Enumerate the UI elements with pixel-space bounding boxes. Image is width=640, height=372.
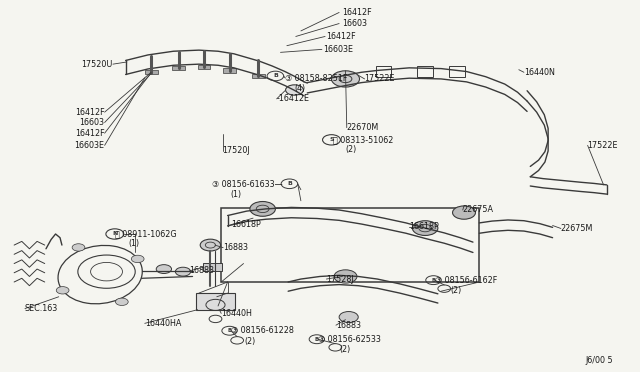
Text: 16883: 16883 [223, 243, 248, 252]
Circle shape [339, 311, 358, 323]
Text: (4): (4) [294, 84, 306, 93]
Text: ③ 08156-62533: ③ 08156-62533 [318, 335, 381, 344]
Text: (2): (2) [339, 345, 350, 354]
Bar [221, 208, 479, 282]
Text: ③ 08156-61228: ③ 08156-61228 [231, 326, 294, 335]
Text: B: B [315, 337, 319, 342]
Text: 16412F: 16412F [326, 32, 356, 41]
Circle shape [334, 270, 357, 283]
Text: ③ 08156-61633—: ③ 08156-61633— [212, 180, 282, 189]
Text: 17520J: 17520J [223, 147, 250, 155]
Text: 16440H: 16440H [221, 309, 252, 318]
Bar [145, 70, 157, 74]
Text: B: B [227, 328, 232, 333]
Text: 17522E: 17522E [588, 141, 618, 150]
Bar [252, 74, 264, 78]
Text: N: N [112, 231, 118, 237]
Text: 22670M: 22670M [347, 123, 379, 132]
Text: J6/00 5: J6/00 5 [586, 356, 613, 365]
Circle shape [200, 239, 221, 251]
Text: Ⓝ 08911-1062G: Ⓝ 08911-1062G [115, 230, 177, 238]
Text: 16883: 16883 [336, 321, 361, 330]
Text: (1): (1) [129, 240, 140, 248]
Bar [417, 65, 433, 77]
Text: 16412F: 16412F [342, 8, 372, 17]
Bar [223, 68, 236, 73]
Text: 16603E: 16603E [75, 141, 104, 150]
Bar [196, 293, 235, 310]
Text: 16618P: 16618P [231, 220, 260, 229]
Text: B: B [431, 278, 436, 283]
Circle shape [452, 206, 476, 219]
Text: 16603: 16603 [342, 19, 367, 28]
Bar [172, 65, 185, 70]
Text: 16883: 16883 [189, 266, 214, 275]
Text: 16603E: 16603E [323, 45, 353, 54]
Circle shape [115, 298, 128, 305]
Text: 16412F: 16412F [75, 108, 104, 117]
Circle shape [285, 85, 303, 95]
Text: (2): (2) [245, 337, 256, 346]
Circle shape [72, 244, 85, 251]
Text: 16603: 16603 [79, 118, 104, 127]
Text: B: B [273, 74, 278, 78]
Bar [449, 65, 465, 77]
Text: 16440N: 16440N [524, 68, 555, 77]
Text: ③ 08156-6162F: ③ 08156-6162F [435, 276, 497, 285]
Text: ③ 08158-8251F: ③ 08158-8251F [285, 74, 348, 83]
Text: 22675A: 22675A [463, 205, 493, 215]
Circle shape [412, 221, 438, 235]
Circle shape [250, 202, 275, 216]
Text: 16618P: 16618P [409, 222, 439, 231]
Text: 17522E: 17522E [365, 74, 395, 83]
Circle shape [175, 267, 191, 276]
Text: SEC.163: SEC.163 [25, 304, 58, 313]
Circle shape [131, 255, 144, 263]
Circle shape [56, 286, 69, 294]
Circle shape [332, 71, 360, 87]
Text: 17520U: 17520U [81, 60, 113, 69]
Circle shape [156, 264, 172, 273]
Text: S: S [329, 137, 334, 142]
Bar [203, 263, 222, 271]
Bar [376, 65, 392, 77]
Text: (2): (2) [451, 286, 462, 295]
Text: -16412E: -16412E [276, 94, 310, 103]
Text: B: B [287, 181, 292, 186]
Text: 16440HA: 16440HA [145, 319, 181, 328]
Text: Ⓢ 08313-51062: Ⓢ 08313-51062 [333, 135, 393, 144]
Text: (1): (1) [231, 190, 242, 199]
Text: 16412F: 16412F [75, 129, 104, 138]
Text: (2): (2) [346, 145, 356, 154]
Bar [198, 65, 211, 69]
Text: 17528J: 17528J [326, 275, 354, 283]
Text: 22675M: 22675M [561, 224, 593, 233]
